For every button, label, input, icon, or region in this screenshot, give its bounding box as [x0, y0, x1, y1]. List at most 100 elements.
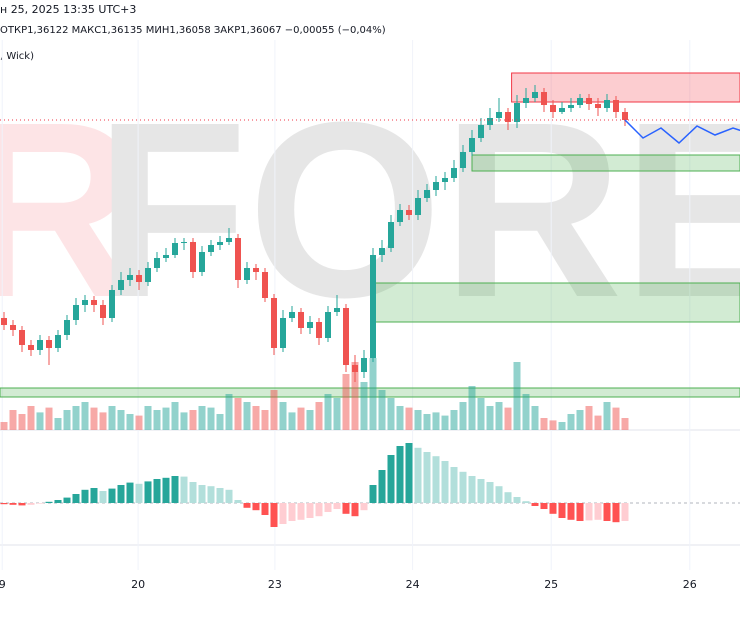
candle-body [55, 335, 61, 348]
histogram-bar [27, 503, 35, 505]
volume-bar [477, 398, 485, 430]
histogram-bar [549, 503, 557, 514]
histogram-bar [81, 489, 89, 503]
candle-body [577, 98, 583, 105]
candle-body [64, 320, 70, 335]
x-tick-label: 23 [268, 578, 282, 591]
histogram-bar [63, 497, 71, 503]
histogram-bar [396, 446, 404, 503]
candle-body [190, 242, 196, 272]
candle-body [379, 248, 385, 255]
candle-body [325, 312, 331, 338]
histogram-bar [297, 503, 305, 520]
volume-bar [432, 412, 440, 430]
histogram-bar [225, 489, 233, 503]
volume-bar [126, 414, 134, 430]
volume-bar [9, 410, 17, 430]
histogram-bar [432, 456, 440, 503]
zone [471, 154, 740, 172]
volume-bar [540, 418, 548, 430]
header-ohlc: ОТКР1,36122 МАКС1,36135 МИН1,36058 ЗАКР1… [0, 25, 386, 36]
candle-body [424, 190, 430, 198]
candle-body [604, 100, 610, 108]
candle-body [442, 178, 448, 182]
histogram-bar [495, 486, 503, 503]
candle-body [334, 308, 340, 312]
volume-bar [261, 410, 269, 430]
candle-body [370, 255, 376, 358]
histogram-bar [288, 503, 296, 521]
candle-body [136, 275, 142, 282]
histogram-bar [198, 485, 206, 503]
candle-body [559, 108, 565, 112]
candle-body [388, 222, 394, 248]
candle-body [271, 298, 277, 348]
volume-bar [369, 358, 377, 430]
volume-bar [243, 402, 251, 430]
header-datetime: н 25, 2025 13:35 UTC+3 [0, 3, 136, 16]
volume-bar [576, 410, 584, 430]
volume-bar [54, 418, 62, 430]
candle-body [10, 325, 16, 330]
watermark: R FOREX [0, 70, 740, 349]
volume-bar [594, 415, 602, 430]
histogram-bar [18, 503, 26, 506]
volume-bar [342, 374, 350, 430]
candle-body [46, 340, 52, 348]
volume-bar [450, 410, 458, 430]
histogram-bar [99, 491, 107, 503]
histogram-bar [567, 503, 575, 520]
histogram-bar [135, 483, 143, 503]
histogram-bar [162, 477, 170, 503]
histogram-bar [270, 503, 278, 527]
volume-bar [90, 407, 98, 430]
volume-bar [441, 415, 449, 430]
candle-body [397, 210, 403, 222]
x-tick-label: 20 [131, 578, 145, 591]
histogram-bar [369, 485, 377, 503]
histogram-bar [90, 488, 98, 503]
candle-body [19, 330, 25, 345]
volume-bar [585, 406, 593, 430]
candle-body [469, 138, 475, 152]
volume-bar [18, 414, 26, 430]
volume-bar [513, 362, 521, 430]
histogram-bar [585, 503, 593, 521]
volume-bar [207, 407, 215, 430]
candle-body [208, 245, 214, 252]
volume-bar [45, 407, 53, 430]
histogram-bar [594, 503, 602, 520]
histogram-bar [324, 503, 332, 512]
histogram-bar [621, 503, 629, 521]
candle-body [307, 322, 313, 328]
histogram-bar [315, 503, 323, 517]
candle-body [550, 105, 556, 112]
candle-body [28, 345, 34, 350]
histogram-bar [468, 476, 476, 503]
histogram-bar [108, 488, 116, 503]
volume-bar [522, 394, 530, 430]
candle-body [478, 125, 484, 138]
volume-bar [180, 412, 188, 430]
candle-body [1, 318, 7, 325]
candle-body [568, 105, 574, 108]
candle-body [460, 152, 466, 168]
candle-body [154, 258, 160, 268]
volume-bar [621, 418, 629, 430]
candle-body [343, 308, 349, 365]
candle-body [496, 112, 502, 118]
candle-body [298, 312, 304, 328]
volume-bar [414, 410, 422, 430]
histogram-bar [0, 503, 8, 505]
volume-bar [144, 406, 152, 430]
histogram-bar [243, 503, 251, 508]
histogram-bar [603, 503, 611, 521]
volume-bar [603, 402, 611, 430]
histogram-bar [378, 470, 386, 503]
candle-body [280, 318, 286, 348]
volume-bar [468, 386, 476, 430]
volume-bar [351, 362, 359, 430]
volume-bar [189, 410, 197, 430]
x-tick-label: 26 [683, 578, 697, 591]
